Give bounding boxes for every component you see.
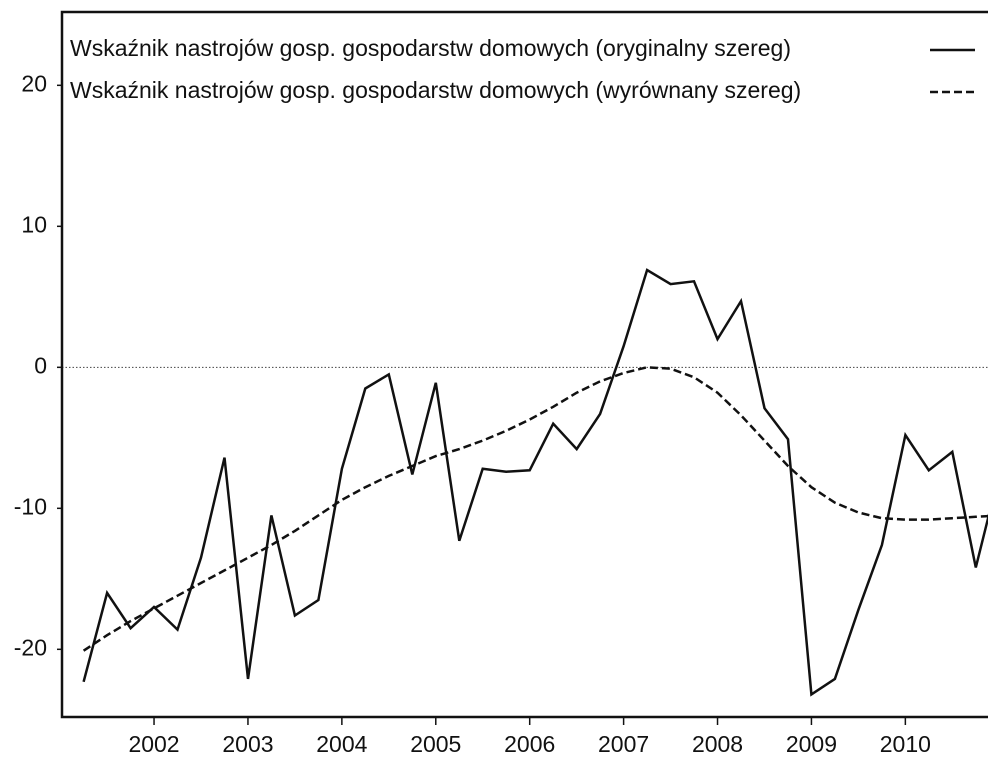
series-line <box>82 268 988 697</box>
legend-label: Wskaźnik nastrojów gosp. gospodarstw dom… <box>70 35 791 61</box>
y-tick-label: -20 <box>14 634 47 660</box>
legend-label: Wskaźnik nastrojów gosp. gospodarstw dom… <box>70 77 801 103</box>
y-tick-label: 10 <box>21 211 47 237</box>
plot-frame <box>60 10 988 719</box>
x-tick-label: 2002 <box>128 731 179 757</box>
axes-layer: -20 -10 0 10 20 2002 2003 2004 2005 2006 2007 2008 2… <box>14 10 988 757</box>
x-tick-label: 2005 <box>410 731 461 757</box>
series-line <box>82 366 988 652</box>
x-tick-label: 2008 <box>692 731 743 757</box>
x-tick-label: 2006 <box>504 731 555 757</box>
y-tick-label: -10 <box>14 493 47 519</box>
series-layer <box>82 268 988 697</box>
x-tick-label: 2009 <box>786 731 837 757</box>
x-tick-label: 2010 <box>880 731 931 757</box>
y-tick-label: 20 <box>21 70 47 96</box>
x-tick-label: 2004 <box>316 731 367 757</box>
x-tick-label: 2007 <box>598 731 649 757</box>
y-tick-label: 0 <box>34 352 47 378</box>
x-tick-label: 2003 <box>222 731 273 757</box>
